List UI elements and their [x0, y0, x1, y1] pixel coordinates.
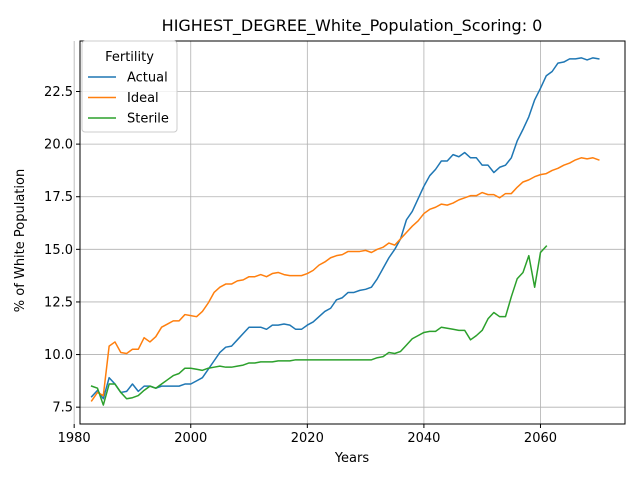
x-tick-label: 2020	[291, 431, 324, 446]
legend-title: Fertility	[105, 50, 154, 65]
y-tick-label: 22.5	[44, 85, 73, 100]
axis-ticks: 1980 2000 2020 2040 2060 7.5 10.0 12.5 15.0 17.5 2…	[44, 85, 557, 446]
legend-label: Ideal	[127, 91, 159, 106]
x-tick-label: 2040	[407, 431, 440, 446]
legend-entry-ideal: Ideal	[88, 91, 159, 106]
y-tick-label: 15.0	[44, 243, 73, 258]
x-tick-label: 2000	[174, 431, 207, 446]
series-lines	[90, 57, 600, 406]
chart-title: HIGHEST_DEGREE_White_Population_Scoring:…	[162, 16, 543, 36]
y-tick-label: 7.5	[52, 401, 73, 416]
x-tick-label: 1980	[58, 431, 91, 446]
x-tick-label: 2060	[524, 431, 557, 446]
x-axis-label: Years	[334, 451, 370, 466]
y-tick-label: 17.5	[44, 190, 73, 205]
series-line-sterile	[90, 245, 548, 406]
legend-entries: Actual Ideal Sterile	[88, 71, 169, 127]
series-line-actual	[90, 57, 600, 400]
y-tick-label: 12.5	[44, 295, 73, 310]
plot-area-frame	[79, 40, 626, 425]
series-line-ideal	[90, 157, 600, 402]
legend-entry-sterile: Sterile	[88, 112, 169, 127]
legend-box	[81, 40, 178, 133]
legend-entry-actual: Actual	[88, 71, 168, 86]
y-axis-label: % of White Population	[13, 169, 28, 312]
grid	[73, 41, 625, 424]
legend-label: Actual	[127, 71, 168, 86]
y-tick-label: 20.0	[44, 138, 73, 153]
y-tick-label: 10.0	[44, 348, 73, 363]
legend: Fertility Actual Ideal Sterile	[81, 40, 178, 133]
legend-label: Sterile	[127, 112, 169, 127]
